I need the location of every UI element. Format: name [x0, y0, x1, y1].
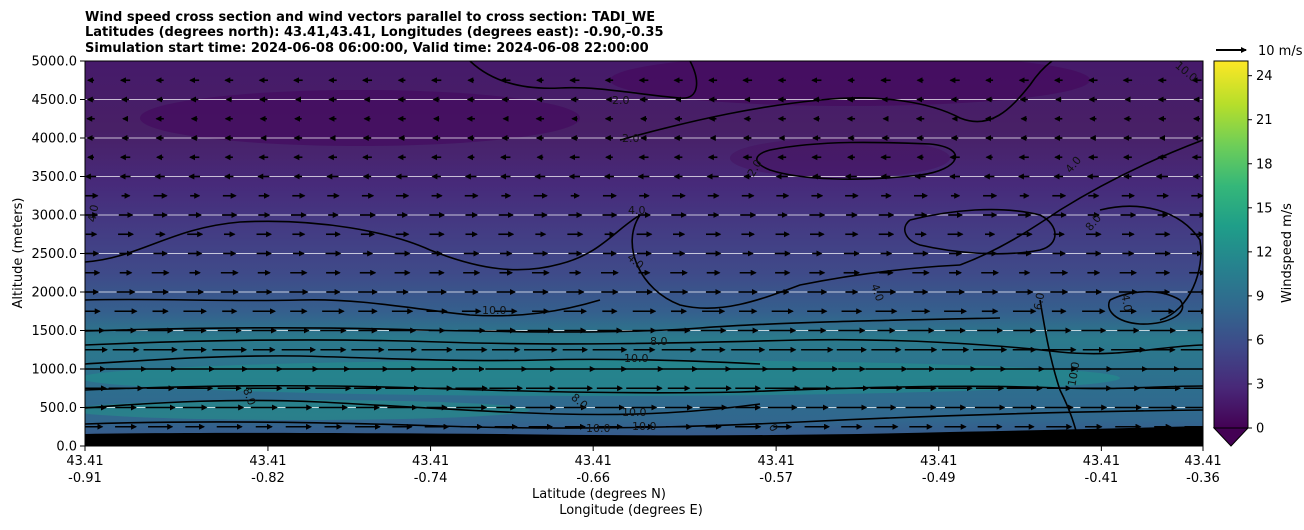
y-tick-label: 5000.0 [32, 55, 78, 70]
x-tick-lon: -0.41 [1085, 471, 1119, 486]
colorbar-tick-label: 15 [1256, 201, 1273, 216]
y-tick-label: 2500.0 [32, 247, 78, 262]
colorbar: 0 3 6 9 12 15 18 21 24 Windspeed m/s [1212, 60, 1295, 447]
contour-8 [904, 208, 1056, 255]
colorbar-gradient [1213, 60, 1249, 429]
wind-vectors [85, 77, 1203, 430]
contour-4 [1108, 290, 1184, 325]
low-speed-region [610, 61, 1090, 106]
contour-label: 8.0 [650, 335, 668, 348]
low-speed-region [140, 90, 580, 146]
y-axis-label: Altitude (meters) [11, 198, 26, 309]
contour-label: 2.0 [612, 94, 630, 107]
x-tick-lat: 43.41 [920, 454, 957, 469]
colorbar-tick-label: 24 [1256, 69, 1273, 84]
colorbar-label: Windspeed m/s [1280, 203, 1295, 303]
contour-label: 4.0 [85, 204, 101, 223]
contour-4 [85, 298, 601, 317]
contour-8 [85, 338, 1203, 355]
y-tick-label: 1500.0 [32, 324, 78, 339]
contour-label: 10.0 [632, 420, 657, 433]
y-axis: 0.0 500.0 1000.0 1500.0 2000.0 2500.0 3000.0 35… [32, 55, 85, 455]
plot-area: 2.0 2.0 2.0 4.0 4.0 4.0 4.0 4.0 4.0 6.0 … [85, 61, 1203, 446]
x-tick-lat: 43.41 [66, 454, 103, 469]
colorbar-tick-label: 12 [1256, 245, 1273, 260]
x-axis-label-latitude: Latitude (degrees N) [532, 487, 666, 502]
colorbar-tick-label: 0 [1256, 422, 1264, 437]
colorbar-ticks: 0 3 6 9 12 15 18 21 24 [1248, 69, 1273, 437]
y-tick-label: 500.0 [40, 401, 77, 416]
contour-4 [85, 214, 641, 271]
title-line-3: Simulation start time: 2024-06-08 06:00:… [85, 41, 649, 56]
x-tick-lon: -0.91 [68, 471, 102, 486]
vector-key-label: 10 m/s [1258, 44, 1303, 59]
colorbar-tick-label: 21 [1256, 113, 1273, 128]
contour-label: 4.0 [1118, 293, 1134, 312]
contour-10 [85, 355, 761, 365]
terrain [85, 426, 1203, 446]
x-tick-lon: -0.66 [576, 471, 610, 486]
x-tick-lat: 43.41 [575, 454, 612, 469]
vector-key: 10 m/s [1216, 44, 1303, 59]
jet-core [85, 360, 1120, 396]
y-tick-label: 3000.0 [32, 209, 78, 224]
chart-title: Wind speed cross section and wind vector… [85, 10, 664, 56]
contour-label: 10.0 [1065, 361, 1082, 387]
y-tick-label: 3500.0 [32, 170, 78, 185]
contour-label: 10.0 [586, 422, 611, 435]
x-tick-lat: 43.41 [249, 454, 286, 469]
contour-label: 8.0 [240, 386, 258, 407]
contour-4 [631, 214, 961, 310]
y-tick-label: 2000.0 [32, 286, 78, 301]
title-line-1: Wind speed cross section and wind vector… [85, 10, 655, 25]
x-axis-label-longitude: Longitude (degrees E) [559, 503, 703, 518]
y-tick-label: 4000.0 [32, 132, 78, 147]
contour-label: 2.0 [622, 132, 640, 145]
y-tick-label: 1000.0 [32, 363, 78, 378]
contour-2 [469, 61, 698, 99]
x-tick-lat: 43.41 [1184, 454, 1221, 469]
contour-6 [85, 317, 1001, 333]
contour-label: 4.0 [868, 282, 886, 303]
y-tick-label: 0.0 [56, 440, 77, 455]
colorbar-extend-triangle [1212, 427, 1250, 447]
contour-10 [85, 399, 761, 416]
x-tick-lon: -0.57 [759, 471, 793, 486]
contour-label: 10.0 [622, 406, 647, 419]
contour-label: 6.0 [1031, 292, 1047, 311]
colorbar-tick-label: 18 [1256, 157, 1273, 172]
title-line-2: Latitudes (degrees north): 43.41,43.41, … [85, 25, 664, 40]
x-tick-lon: -0.49 [922, 471, 956, 486]
x-tick-lat: 43.41 [758, 454, 795, 469]
contour-2 [756, 141, 957, 180]
contour-label: 10.0 [624, 352, 649, 365]
x-tick-lat: 43.41 [1083, 454, 1120, 469]
colorbar-tick-label: 3 [1256, 377, 1264, 392]
colorbar-tick-label: 9 [1256, 289, 1264, 304]
colorbar-tick-label: 6 [1256, 333, 1264, 348]
x-tick-lat: 43.41 [412, 454, 449, 469]
y-tick-label: 4500.0 [32, 93, 78, 108]
contour-2 [619, 61, 1053, 141]
x-tick-lon: -0.36 [1186, 471, 1220, 486]
contour-10 [1039, 299, 1081, 446]
x-tick-lon: -0.74 [414, 471, 448, 486]
x-tick-lon: -0.82 [251, 471, 285, 486]
contour-label: 10.0 [482, 304, 507, 317]
x-axis: 43.41 -0.91 43.41 -0.82 43.41 -0.74 43.41 -0.66… [66, 446, 1222, 486]
contour-label: 4.0 [628, 204, 646, 217]
